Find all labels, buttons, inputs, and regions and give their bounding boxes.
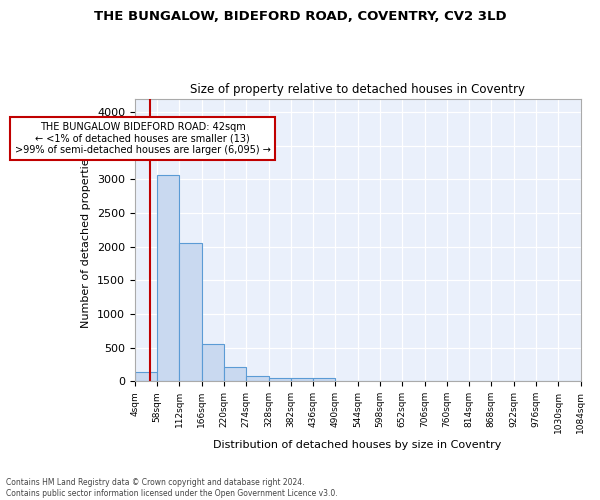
Text: THE BUNGALOW, BIDEFORD ROAD, COVENTRY, CV2 3LD: THE BUNGALOW, BIDEFORD ROAD, COVENTRY, C… (94, 10, 506, 23)
Bar (135, 372, 157, 381)
Bar (246, 376, 269, 381)
Bar (224, 366, 246, 381)
Bar (313, 378, 335, 381)
X-axis label: Distribution of detached houses by size in Coventry: Distribution of detached houses by size … (214, 440, 502, 450)
Bar (269, 378, 291, 381)
Bar (291, 378, 313, 381)
Title: Size of property relative to detached houses in Coventry: Size of property relative to detached ho… (190, 83, 525, 96)
Text: THE BUNGALOW BIDEFORD ROAD: 42sqm
← <1% of detached houses are smaller (13)
>99%: THE BUNGALOW BIDEFORD ROAD: 42sqm ← <1% … (14, 122, 271, 156)
Text: Contains HM Land Registry data © Crown copyright and database right 2024.
Contai: Contains HM Land Registry data © Crown c… (6, 478, 338, 498)
Bar (157, 176, 179, 381)
Bar (179, 242, 202, 381)
Y-axis label: Number of detached properties: Number of detached properties (82, 152, 91, 328)
Bar (202, 344, 224, 381)
